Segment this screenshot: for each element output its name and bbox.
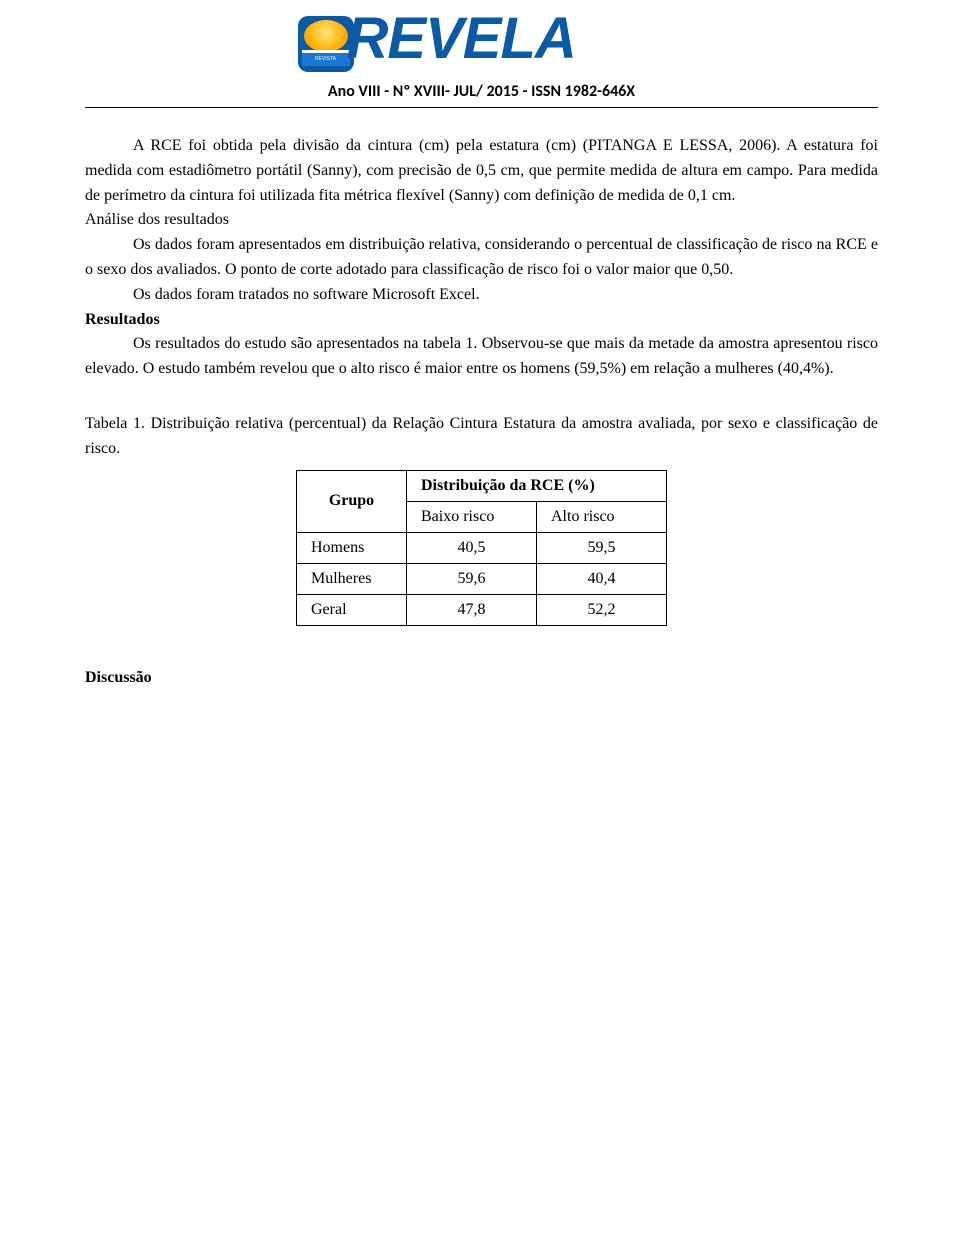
table-header-row-1: Grupo Distribuição da RCE (%) xyxy=(297,470,667,501)
col-dist: Distribuição da RCE (%) xyxy=(407,470,667,501)
logo-text: REVELA xyxy=(347,5,576,72)
col-low: Baixo risco xyxy=(407,501,537,532)
table-rce: Grupo Distribuição da RCE (%) Baixo risc… xyxy=(296,470,667,626)
row-high: 59,5 xyxy=(537,532,667,563)
logo-icon: REVISTA ELETRÔNICA ACADÊMICA INTERINSTIT… xyxy=(298,16,354,72)
row-high: 40,4 xyxy=(537,563,667,594)
logo: REVISTA ELETRÔNICA ACADÊMICA INTERINSTIT… xyxy=(292,10,672,80)
issue-line: Ano VIII - Nº XVIII- JUL/ 2015 - ISSN 19… xyxy=(328,82,635,101)
row-label: Homens xyxy=(297,532,407,563)
heading-discussao: Discussão xyxy=(85,666,878,691)
row-low: 40,5 xyxy=(407,532,537,563)
table-row: Homens 40,5 59,5 xyxy=(297,532,667,563)
paragraph-4: Os resultados do estudo são apresentados… xyxy=(85,332,878,382)
table-row: Mulheres 59,6 40,4 xyxy=(297,563,667,594)
col-grupo: Grupo xyxy=(297,470,407,532)
logo-band-text: REVISTA ELETRÔNICA ACADÊMICA INTERINSTIT… xyxy=(302,50,350,66)
heading-resultados: Resultados xyxy=(85,308,878,333)
header-rule xyxy=(85,107,878,108)
journal-header: REVISTA ELETRÔNICA ACADÊMICA INTERINSTIT… xyxy=(85,0,878,101)
heading-analise: Análise dos resultados xyxy=(85,208,878,233)
paragraph-1: A RCE foi obtida pela divisão da cintura… xyxy=(85,134,878,208)
table-row: Geral 47,8 52,2 xyxy=(297,594,667,625)
body-text: A RCE foi obtida pela divisão da cintura… xyxy=(85,134,878,690)
page: REVISTA ELETRÔNICA ACADÊMICA INTERINSTIT… xyxy=(0,0,960,690)
col-high: Alto risco xyxy=(537,501,667,532)
paragraph-2: Os dados foram apresentados em distribui… xyxy=(85,233,878,283)
row-low: 47,8 xyxy=(407,594,537,625)
row-high: 52,2 xyxy=(537,594,667,625)
row-label: Geral xyxy=(297,594,407,625)
paragraph-3: Os dados foram tratados no software Micr… xyxy=(85,283,878,308)
row-label: Mulheres xyxy=(297,563,407,594)
row-low: 59,6 xyxy=(407,563,537,594)
table-caption: Tabela 1. Distribuição relativa (percent… xyxy=(85,412,878,462)
